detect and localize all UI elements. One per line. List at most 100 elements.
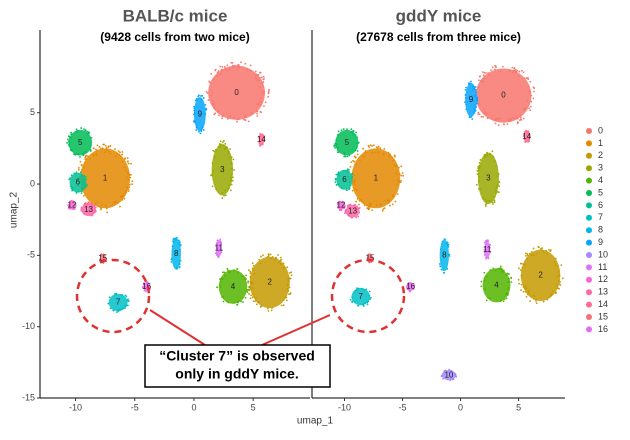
cell-point [483,71,486,74]
cell-point [95,148,97,151]
cell-point [86,202,89,205]
cluster-label: 12 [68,201,77,210]
cell-point [121,160,124,163]
cell-point [529,105,532,108]
cell-point [346,155,349,158]
legend-marker [586,252,592,258]
cluster-label: 4 [231,282,236,291]
cell-point [215,252,218,255]
cell-point [337,183,340,185]
legend-marker [586,214,592,221]
cell-point [506,123,509,125]
cell-point [470,80,472,83]
cell-point [358,199,361,202]
cell-point [105,205,107,207]
cell-point [259,71,261,74]
cell-point [345,209,348,212]
cell-point [202,97,205,99]
cell-point [174,237,177,240]
cell-point [352,182,355,185]
y-tick-label: 0 [30,178,35,188]
cell-point [450,370,453,373]
cell-point [230,179,233,182]
cluster-label: 9 [198,109,203,118]
cell-point [537,246,540,249]
cluster-blob [68,201,76,210]
cell-point [371,151,374,154]
legend-label: 8 [598,225,603,235]
cell-point [477,175,480,178]
cell-point [226,267,229,270]
cell-point [483,254,486,256]
cell-point [396,193,399,196]
cell-point [364,150,367,152]
cell-point [209,81,212,84]
cell-point [176,267,179,270]
cell-point [499,300,502,303]
cell-point [204,113,206,116]
cell-point [487,296,489,299]
cluster [405,282,416,293]
cell-point [498,180,500,183]
legend-marker [586,264,592,271]
cluster-label: 5 [345,138,350,147]
legend-label: 13 [598,287,608,297]
legend-marker [586,128,592,134]
cell-point [398,173,401,175]
cell-point [257,73,260,76]
cell-point [67,204,70,207]
cell-point [406,286,409,289]
cell-point [369,144,372,147]
cell-point [340,129,343,132]
cell-point [90,136,93,139]
cell-point [535,298,537,301]
legend-marker [586,301,592,308]
cell-point [68,178,71,181]
cell-point [215,243,218,246]
cell-point [81,188,84,191]
cluster-label: 4 [494,280,499,289]
cluster [66,127,93,158]
cell-point [354,188,357,190]
cell-point [407,283,409,286]
cell-point [193,105,196,108]
cell-point [211,161,214,164]
cell-point [69,185,72,188]
cell-point [554,263,557,266]
cell-point [400,174,403,177]
cell-point [343,206,346,209]
legend-marker [586,140,592,147]
cell-point [479,79,482,82]
cell-point [446,241,449,244]
cell-point [247,280,250,283]
cell-point [561,277,564,280]
cell-point [106,211,109,214]
cluster-blob [69,172,87,193]
cell-point [277,254,279,256]
cluster [107,292,130,314]
legend-label: 10 [598,249,608,259]
cluster [349,287,372,307]
cell-point [213,106,216,108]
cell-point [439,265,442,268]
panel-subtitle: (27678 cells from three mice) [356,30,521,44]
cell-point [465,86,467,89]
cell-point [532,86,535,89]
cell-point [120,308,122,311]
cell-point [123,166,126,168]
cell-point [286,266,289,269]
cell-point [485,200,488,203]
cell-point [476,97,479,100]
cell-point [200,128,203,131]
cell-point [232,158,235,161]
cell-point [478,161,481,164]
cell-point [524,130,526,133]
cell-point [525,131,528,133]
cell-point [227,152,230,155]
cell-point [237,271,239,274]
cell-point [336,143,338,146]
cell-point [337,133,339,136]
cell-point [267,95,270,98]
cell-point [70,131,73,134]
cell-point [512,71,515,74]
